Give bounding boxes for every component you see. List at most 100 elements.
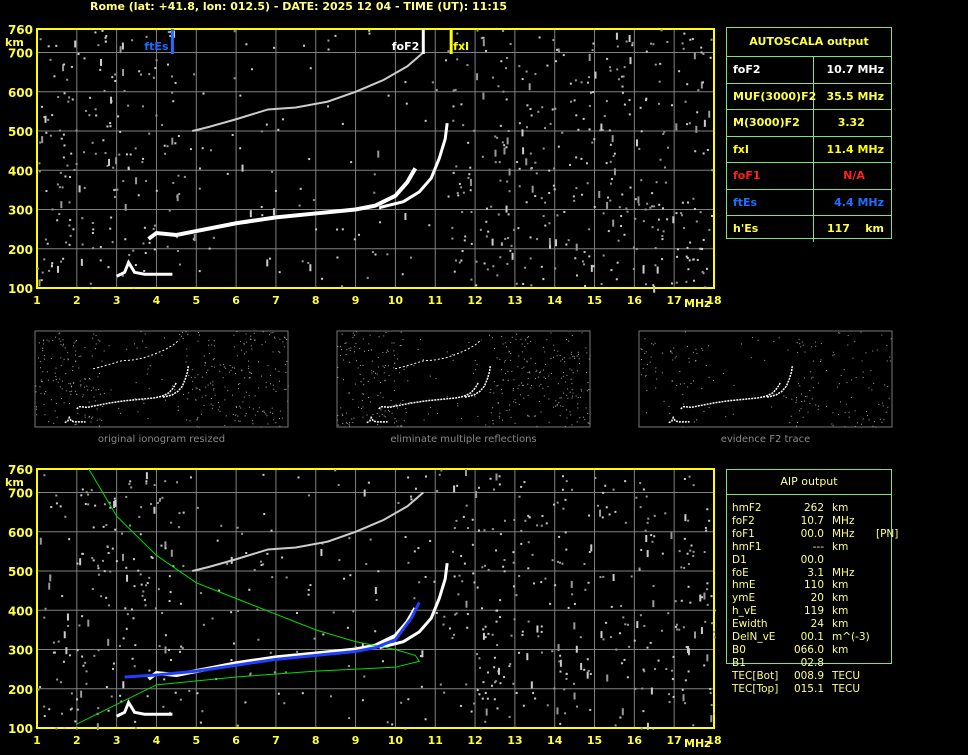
- noise-dot: [103, 503, 106, 506]
- noise-dot: [518, 495, 521, 498]
- thumbnail-noise: [356, 360, 358, 362]
- aip-cell: [832, 657, 876, 670]
- thumbnail-noise: [52, 339, 54, 341]
- y-tick-label: 100: [8, 722, 33, 736]
- electron-density-profile: [76, 468, 421, 725]
- thumbnail-noise: [93, 396, 95, 398]
- thumbnail-noise: [882, 405, 884, 407]
- thumbnail-noise: [48, 340, 50, 342]
- noise-dot: [419, 655, 422, 658]
- thumbnail-noise: [380, 392, 382, 394]
- thumbnail-noise: [571, 395, 573, 397]
- thumbnail-noise: [196, 419, 198, 421]
- thumbnail-noise: [577, 407, 579, 409]
- noise-dot: [113, 497, 116, 500]
- thumbnail-noise: [373, 371, 375, 373]
- aip-cell: km: [832, 592, 849, 605]
- noise-dot: [115, 560, 118, 563]
- y-tick-label: 300: [8, 204, 33, 218]
- thumbnail-noise: [198, 332, 200, 334]
- thumbnail-noise: [555, 400, 557, 402]
- noise-dot: [451, 636, 454, 639]
- noise-dot: [55, 727, 58, 730]
- thumbnail-noise: [42, 347, 44, 349]
- thumbnail-noise: [60, 365, 62, 367]
- thumbnail-noise: [382, 396, 384, 398]
- noise-dot: [329, 695, 332, 698]
- noise-dot: [83, 187, 86, 190]
- noise-dot: [99, 245, 102, 248]
- noise-dot: [479, 228, 482, 231]
- noise-dot: [89, 96, 92, 99]
- noise-dot: [341, 228, 344, 231]
- noise-dot: [670, 282, 673, 285]
- thumbnail-noise: [196, 426, 198, 428]
- noise-dot: [523, 481, 526, 484]
- noise-dot: [624, 623, 627, 626]
- thumbnail-noise: [207, 369, 209, 371]
- thumbnail-noise: [62, 345, 64, 347]
- noise-dot: [479, 727, 482, 730]
- thumbnail-noise: [54, 336, 56, 338]
- aip-cell: TECU: [832, 669, 861, 682]
- thumbnail-noise: [646, 364, 648, 366]
- noise-dot: [62, 257, 65, 260]
- thumbnail-noise: [521, 384, 523, 386]
- noise-dot: [167, 648, 170, 651]
- thumbnail-noise: [212, 359, 214, 361]
- noise-dot: [263, 512, 266, 515]
- thumbnail-noise: [273, 419, 275, 421]
- thumbnail-noise: [566, 339, 568, 341]
- noise-dot: [694, 150, 697, 153]
- noise-dot: [180, 645, 183, 648]
- thumbnail-noise: [59, 378, 61, 380]
- noise-dot: [556, 501, 559, 504]
- noise-dot: [198, 167, 201, 170]
- thumbnail-noise: [870, 370, 872, 372]
- thumbnail-noise: [523, 358, 525, 360]
- noise-dot: [454, 613, 457, 616]
- noise-dot: [55, 44, 58, 47]
- noise-dot: [251, 68, 254, 71]
- thumbnail-noise: [68, 383, 70, 385]
- noise-dot: [466, 626, 469, 629]
- thumbnail-noise: [35, 391, 37, 393]
- thumbnail-noise: [359, 348, 361, 350]
- thumbnail-noise: [887, 385, 889, 387]
- thumbnail-noise: [240, 340, 242, 342]
- noise-dot: [465, 504, 468, 507]
- noise-dot: [87, 493, 90, 496]
- noise-dot: [174, 81, 177, 84]
- thumbnail-noise: [355, 331, 357, 333]
- noise-dot: [495, 473, 498, 481]
- noise-dot: [297, 476, 300, 479]
- thumbnail-noise: [61, 388, 63, 390]
- thumbnail-noise: [249, 406, 251, 408]
- thumbnail-noise: [561, 358, 563, 360]
- thumbnail-noise: [213, 366, 215, 368]
- noise-dot: [51, 208, 54, 211]
- noise-dot: [484, 564, 487, 567]
- thumbnail-noise: [878, 404, 880, 406]
- thumbnail-noise: [251, 348, 253, 350]
- noise-dot: [496, 274, 499, 277]
- thumbnail-noise: [384, 379, 386, 381]
- thumbnail-noise: [186, 355, 188, 357]
- thumbnail-noise: [529, 372, 531, 374]
- noise-dot: [653, 535, 656, 538]
- noise-dot: [125, 153, 128, 156]
- thumbnail-noise: [683, 383, 685, 385]
- noise-dot: [471, 518, 474, 521]
- thumbnail-noise: [798, 338, 800, 340]
- noise-dot: [70, 152, 73, 155]
- noise-dot: [657, 659, 660, 662]
- thumbnail: [34, 330, 289, 428]
- thumbnail-noise: [556, 355, 558, 357]
- thumbnail-noise: [873, 382, 875, 384]
- noise-dot: [664, 181, 667, 184]
- noise-dot: [374, 253, 377, 256]
- thumbnail-noise: [247, 368, 249, 370]
- thumbnail: [336, 330, 591, 428]
- thumbnail-noise: [352, 332, 354, 334]
- noise-dot: [109, 570, 112, 573]
